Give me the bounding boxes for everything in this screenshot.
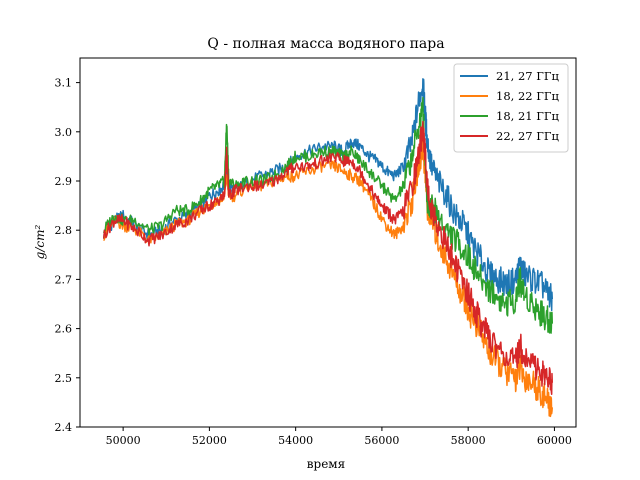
x-tick-label: 52000 (192, 434, 227, 447)
x-axis-label: время (307, 457, 345, 471)
chart-title: Q - полная масса водяного пара (207, 36, 444, 52)
x-tick-label: 56000 (364, 434, 399, 447)
legend-label: 21, 27 ГГц (496, 69, 559, 83)
x-tick-label: 60000 (537, 434, 572, 447)
x-axis: 50000 52000 54000 56000 58000 60000 (106, 427, 572, 447)
y-tick-label: 2.9 (55, 175, 73, 188)
x-tick-label: 54000 (278, 434, 313, 447)
legend-box (453, 63, 569, 153)
y-tick-label: 2.4 (55, 421, 73, 434)
y-tick-label: 3.0 (55, 126, 73, 139)
x-tick-label: 58000 (451, 434, 486, 447)
legend-label: 18, 21 ГГц (496, 109, 559, 123)
series-layer (102, 78, 554, 418)
plot-area-frame (79, 57, 577, 428)
series-line-4 (102, 120, 554, 395)
y-tick-label: 2.7 (55, 273, 73, 286)
y-tick-label: 2.8 (55, 224, 73, 237)
y-axis-label: g/cm² (33, 224, 47, 259)
y-tick-label: 2.5 (55, 372, 73, 385)
series-line-3 (102, 96, 554, 334)
x-tick-label: 50000 (106, 434, 141, 447)
y-tick-label: 3.1 (55, 77, 73, 90)
legend-label: 22, 27 ГГц (496, 129, 559, 143)
legend-label: 18, 22 ГГц (496, 89, 559, 103)
y-tick-label: 2.6 (55, 323, 73, 336)
y-axis: 2.4 2.5 2.6 2.7 2.8 2.9 3.0 3.1 (55, 77, 80, 434)
legend: 21, 27 ГГц 18, 22 ГГц 18, 21 ГГц 22, 27 ГГц (453, 63, 569, 153)
